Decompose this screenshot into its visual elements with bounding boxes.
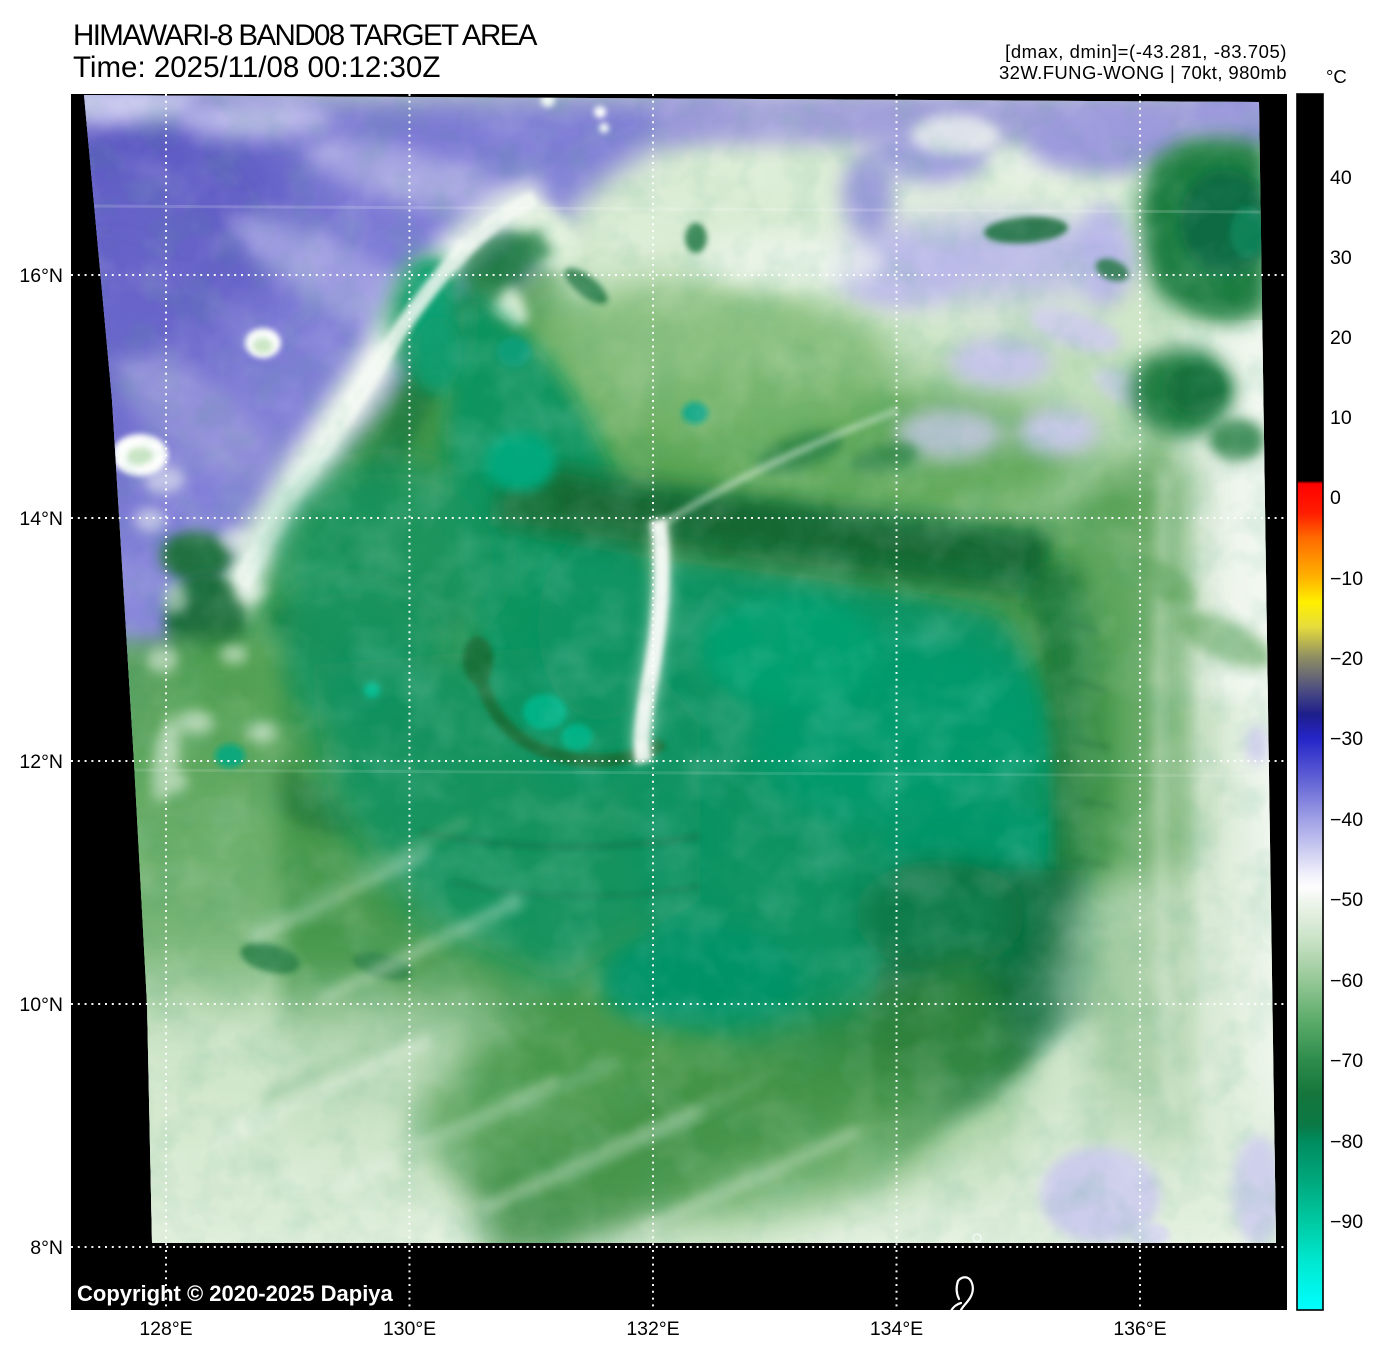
svg-text:HIMAWARI-8 BAND08 TARGET AREA: HIMAWARI-8 BAND08 TARGET AREA [73,19,538,52]
svg-text:12°N: 12°N [19,751,63,773]
svg-text:128°E: 128°E [139,1318,192,1340]
svg-text:−30: −30 [1330,728,1363,750]
svg-text:134°E: 134°E [870,1318,923,1340]
svg-text:136°E: 136°E [1113,1318,1166,1340]
svg-text:0: 0 [1330,487,1341,509]
svg-text:−70: −70 [1330,1050,1363,1072]
svg-text:132°E: 132°E [626,1318,679,1340]
svg-text:°C: °C [1326,66,1347,87]
svg-text:Time: 2025/11/08 00:12:30Z: Time: 2025/11/08 00:12:30Z [73,51,440,84]
svg-text:−90: −90 [1330,1211,1363,1233]
svg-text:−50: −50 [1330,889,1363,911]
svg-text:20: 20 [1330,327,1352,349]
svg-text:[dmax, dmin]=(-43.281, -83.705: [dmax, dmin]=(-43.281, -83.705) [1005,41,1287,62]
svg-text:16°N: 16°N [19,265,63,287]
svg-text:40: 40 [1330,167,1352,189]
svg-text:10°N: 10°N [19,994,63,1016]
svg-text:−20: −20 [1330,648,1363,670]
svg-text:−10: −10 [1330,568,1363,590]
svg-text:10: 10 [1330,407,1352,429]
svg-text:130°E: 130°E [383,1318,436,1340]
svg-text:−80: −80 [1330,1131,1363,1153]
svg-text:Copyright © 2020-2025 Dapiya: Copyright © 2020-2025 Dapiya [77,1281,394,1306]
svg-text:14°N: 14°N [19,508,63,530]
svg-text:32W.FUNG-WONG | 70kt, 980mb: 32W.FUNG-WONG | 70kt, 980mb [999,62,1287,83]
svg-text:8°N: 8°N [30,1237,63,1259]
svg-text:−60: −60 [1330,970,1363,992]
svg-text:30: 30 [1330,247,1352,269]
svg-text:−40: −40 [1330,809,1363,831]
